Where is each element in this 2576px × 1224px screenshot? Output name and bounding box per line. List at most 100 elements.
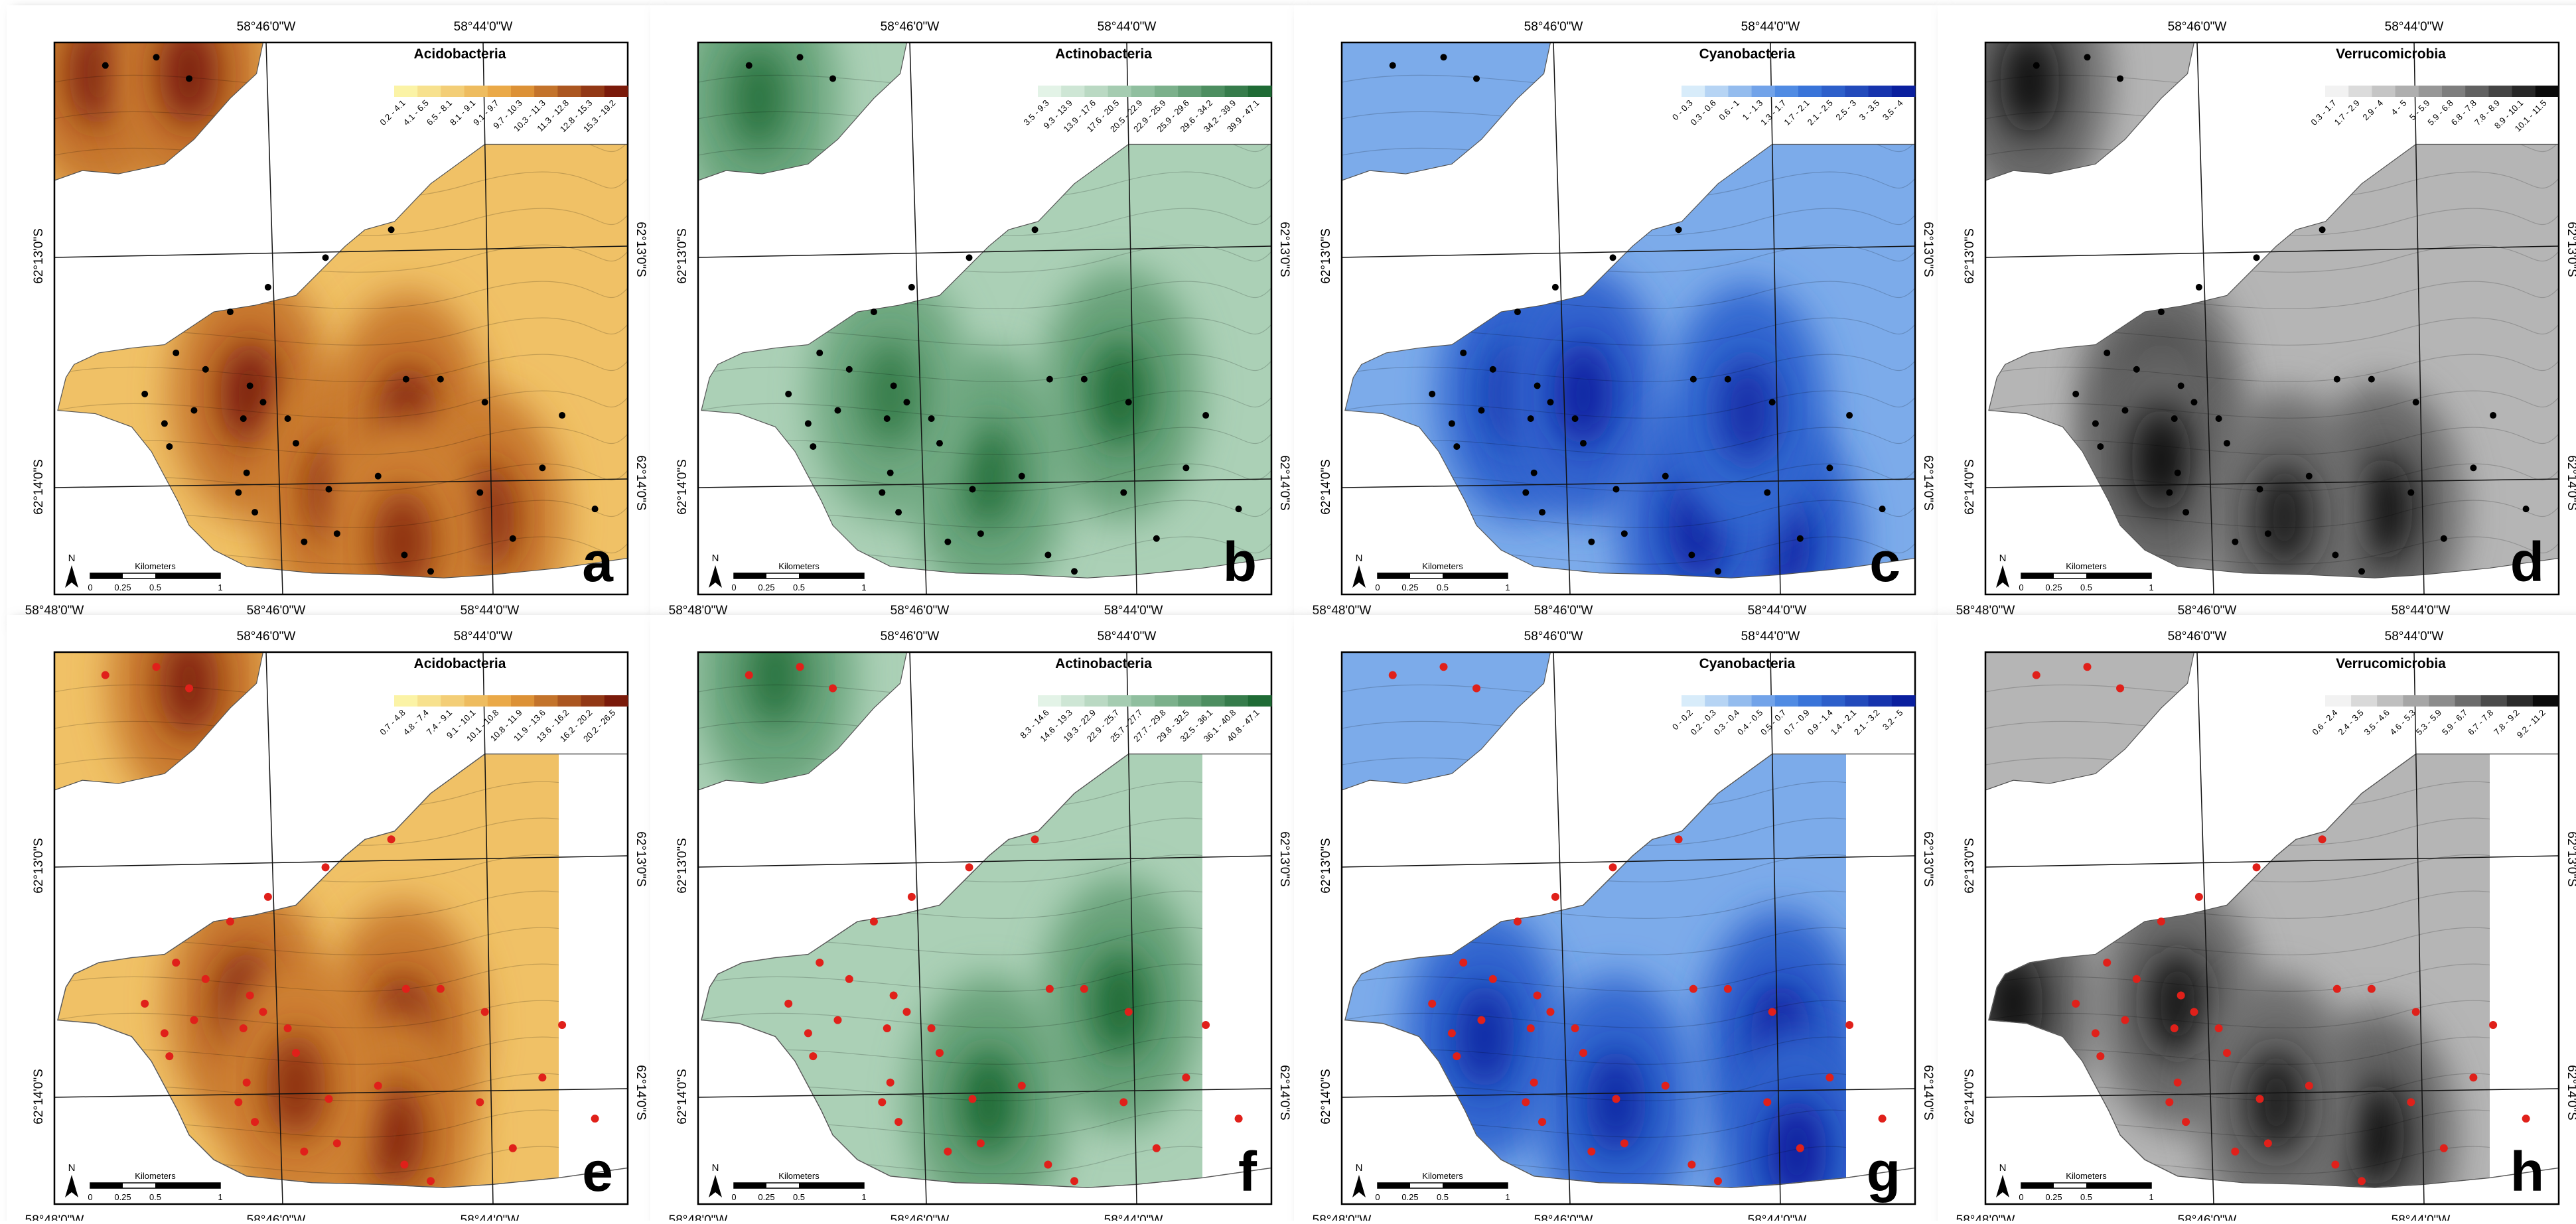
legend-title: Acidobacteria <box>414 656 506 671</box>
legend-swatch <box>534 695 558 707</box>
sample-point <box>1440 663 1448 671</box>
sample-point <box>1715 568 1721 575</box>
sample-point <box>437 376 444 383</box>
sample-point <box>300 1148 308 1156</box>
sample-point <box>2368 376 2375 383</box>
sample-point <box>745 671 753 679</box>
sample-point <box>259 1008 267 1016</box>
scale-label: 0.25 <box>114 582 131 592</box>
sample-point <box>1514 308 1521 315</box>
north-label: N <box>1356 553 1363 564</box>
coord-label-top: 58°44'0"W <box>454 630 513 644</box>
sample-point <box>1579 1049 1587 1057</box>
sample-point <box>173 350 179 356</box>
sample-point <box>2117 75 2123 82</box>
scale-bar <box>1378 1183 1410 1188</box>
sample-point <box>2158 308 2165 315</box>
sample-point <box>427 568 434 575</box>
sample-point <box>2190 399 2197 405</box>
legend-swatch <box>1798 86 1822 97</box>
sample-point <box>816 959 823 967</box>
sample-point <box>1080 985 1088 993</box>
scale-label: 0 <box>1375 1192 1380 1202</box>
sample-point <box>936 440 943 446</box>
sample-point <box>1689 985 1697 993</box>
scale-bar <box>799 573 864 578</box>
scale-label: 0.25 <box>758 582 774 592</box>
legend-swatch <box>1682 695 1705 707</box>
sample-point <box>1534 382 1541 389</box>
sample-point <box>1018 1082 1026 1090</box>
legend-swatch <box>605 695 628 707</box>
sample-point <box>324 1095 332 1103</box>
scale-label: 1 <box>861 582 866 592</box>
sample-point <box>482 399 488 405</box>
sample-point <box>1768 1008 1776 1016</box>
sample-point <box>285 415 291 422</box>
legend-swatch <box>465 695 488 707</box>
legend-swatch <box>1752 695 1776 707</box>
sample-point <box>1453 1052 1461 1060</box>
scale-unit: Kilometers <box>1422 561 1463 571</box>
scale-label: 1 <box>218 1192 222 1202</box>
sample-point <box>1763 1098 1771 1106</box>
figure: Acidobacteria0.2 - 4.14.1 - 6.56.5 - 8.1… <box>0 0 2576 1221</box>
legend-swatch <box>1705 695 1729 707</box>
legend-swatch <box>1038 695 1062 707</box>
coord-label-top: 58°46'0"W <box>237 20 296 34</box>
sample-point <box>928 415 935 422</box>
legend-swatch <box>1038 86 1062 97</box>
legend-swatch <box>1155 86 1179 97</box>
legend-swatch <box>1084 86 1108 97</box>
sample-point <box>1459 959 1467 967</box>
legend-swatch <box>1822 86 1845 97</box>
legend-swatch <box>1061 86 1085 97</box>
hotspot-core <box>2000 29 2060 135</box>
legend-swatch <box>1225 86 1249 97</box>
sample-point <box>2319 226 2326 233</box>
legend-swatch <box>1845 86 1869 97</box>
coord-label-left: 62°13'0"S <box>32 838 46 893</box>
sample-point <box>161 420 168 427</box>
sample-point <box>141 391 148 397</box>
map-panel: Cyanobacteria0 - 0.20.2 - 0.30.3 - 0.40.… <box>1294 615 1938 1221</box>
legend-swatch <box>488 695 512 707</box>
legend-swatch <box>1061 695 1085 707</box>
coord-label-bottom: 58°44'0"W <box>2392 1213 2451 1221</box>
coord-label-right: 62°13'0"S <box>634 831 648 886</box>
sample-point <box>1621 530 1628 537</box>
map-panel: Actinobacteria8.3 - 14.614.6 - 19.319.3 … <box>650 549 1294 1221</box>
sample-point <box>293 440 299 446</box>
sample-point <box>427 1177 435 1185</box>
sample-point <box>2190 1008 2198 1016</box>
sample-point <box>1125 399 1132 405</box>
sample-point <box>403 376 409 383</box>
scale-label: 0.25 <box>1401 1192 1418 1202</box>
sample-point <box>558 1021 566 1029</box>
sample-point <box>240 415 247 422</box>
coord-label-right: 62°13'0"S <box>1921 222 1935 277</box>
legend-swatch <box>2377 695 2403 707</box>
legend-swatch <box>1108 695 1132 707</box>
legend-swatch <box>394 695 418 707</box>
sample-point <box>374 1082 382 1090</box>
sample-point <box>322 254 329 261</box>
hotspot-core <box>2148 951 2208 1057</box>
coord-label-right: 62°13'0"S <box>634 222 648 277</box>
legend-swatch <box>1225 695 1249 707</box>
sample-point <box>401 552 407 559</box>
sample-point <box>2133 975 2141 983</box>
sample-point <box>1119 1098 1127 1106</box>
sample-point <box>2072 1000 2080 1008</box>
sample-point <box>870 918 878 925</box>
map-panel: Acidobacteria0.7 - 4.84.8 - 7.47.4 - 9.1… <box>7 557 650 1221</box>
scale-label: 0.5 <box>1437 1192 1449 1202</box>
coord-label-left: 62°13'0"S <box>1319 228 1333 283</box>
coord-label-left: 62°14'0"S <box>676 459 689 514</box>
sample-point <box>1453 443 1460 450</box>
sample-point <box>476 1098 484 1106</box>
hotspot-core <box>266 1033 326 1139</box>
scale-bar <box>90 573 123 578</box>
coord-label-top: 58°46'0"W <box>881 20 940 34</box>
sample-point <box>809 1052 817 1060</box>
